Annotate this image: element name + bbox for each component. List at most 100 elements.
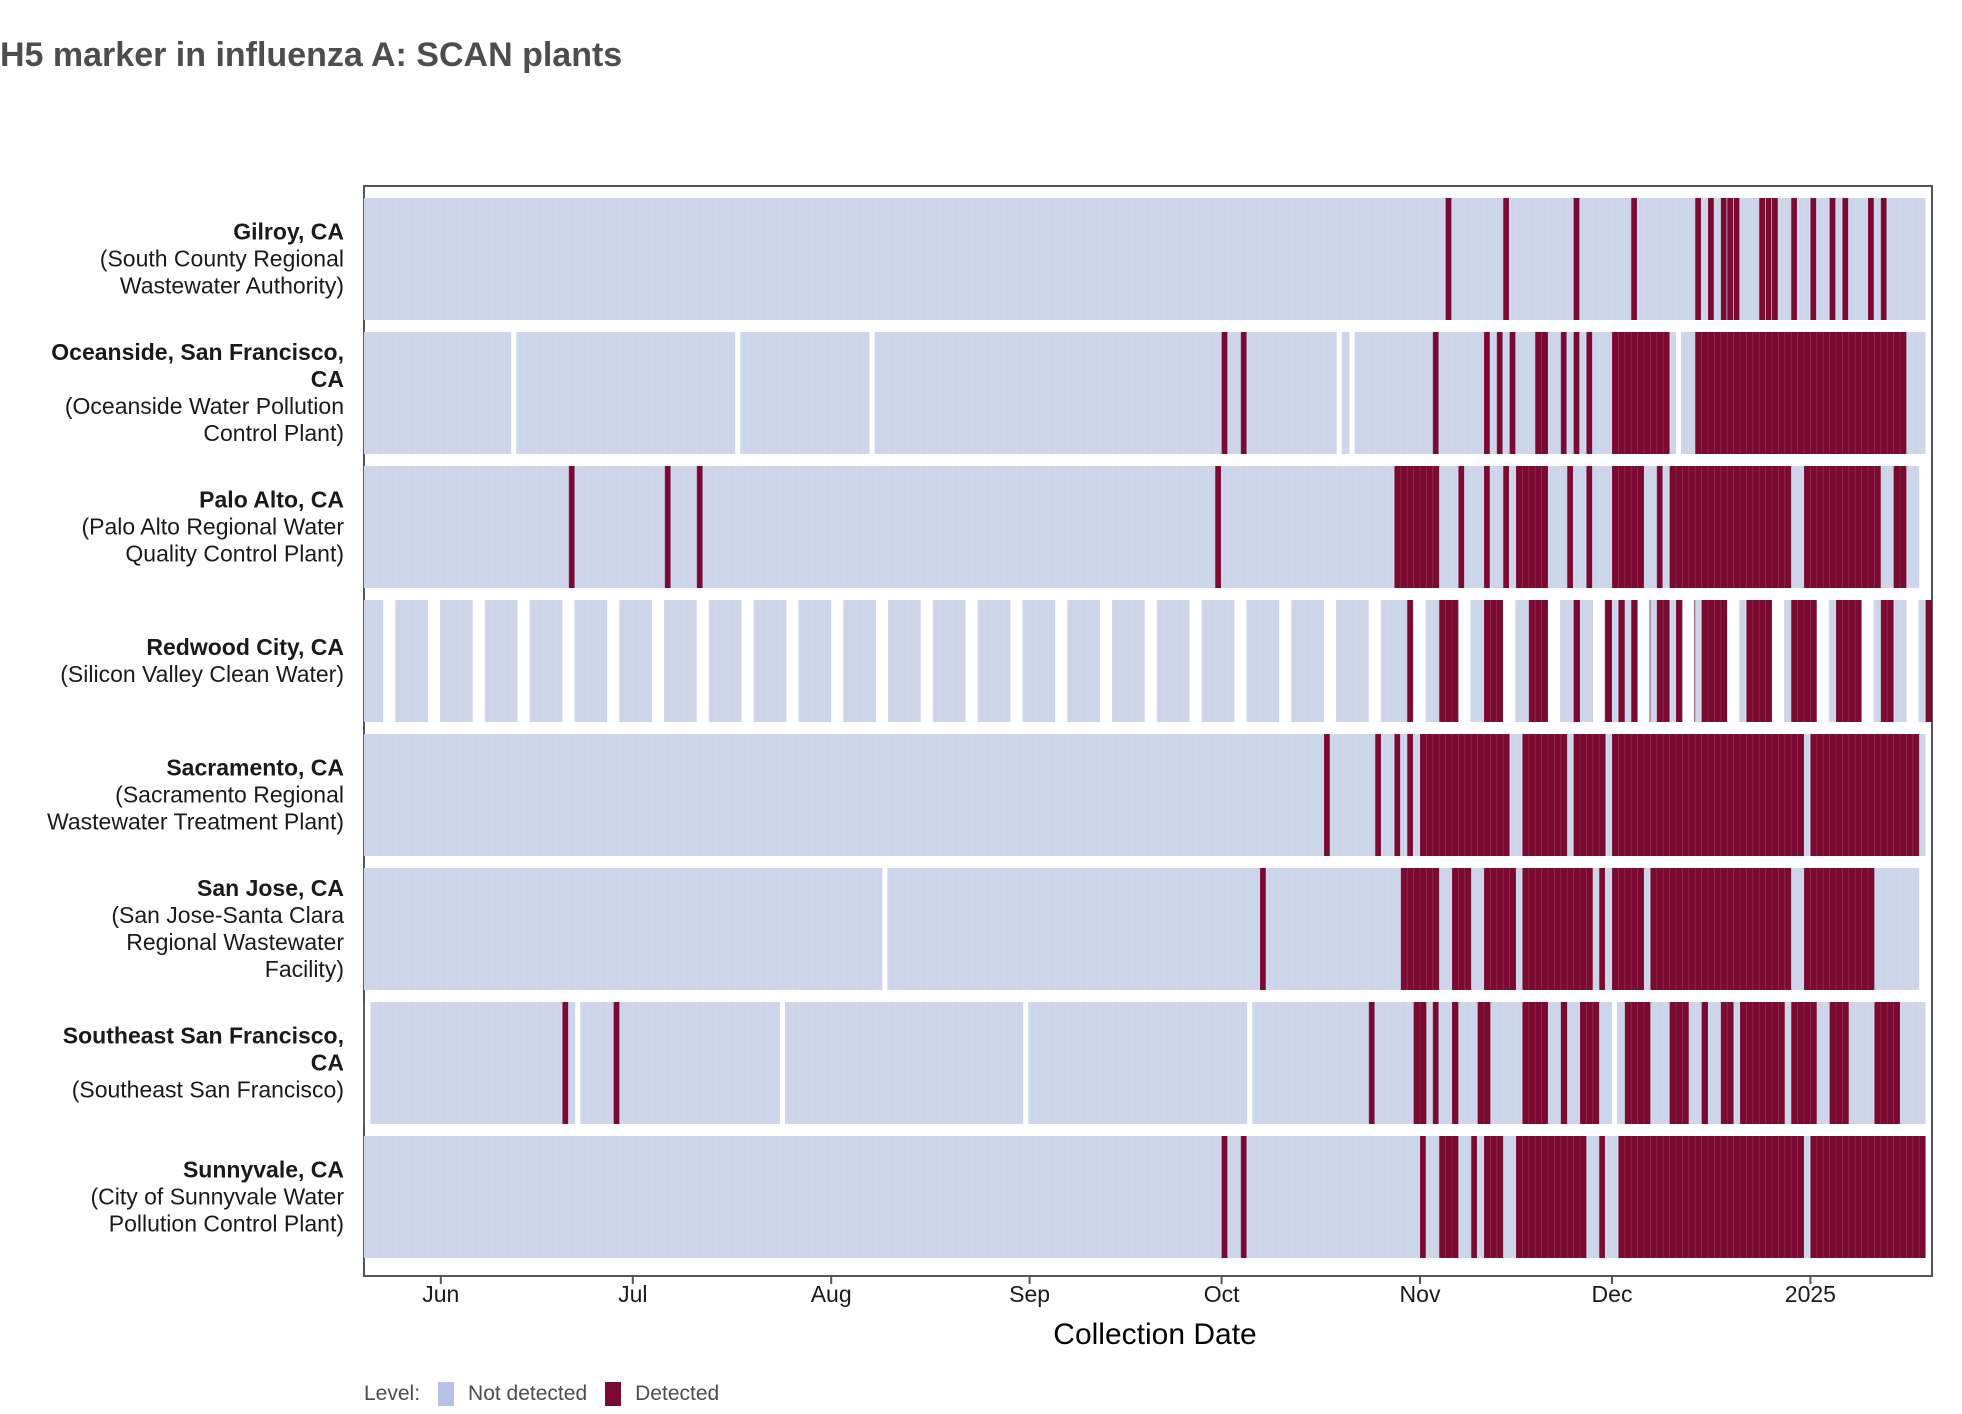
tile-detected <box>1893 466 1907 588</box>
tile-gap <box>1503 600 1516 722</box>
tile-gap <box>1682 600 1695 722</box>
legend: Level: Not detected Detected <box>364 1382 719 1406</box>
tile-detected <box>1618 600 1625 722</box>
tile-detected <box>1599 1136 1605 1258</box>
tile-detected <box>1880 198 1887 320</box>
tile-detected <box>1503 466 1509 588</box>
x-tick-label: 2025 <box>1784 1281 1836 1307</box>
row-label-city: Sunnyvale, CA <box>182 1156 344 1183</box>
tile-gap <box>876 600 888 722</box>
tile-detected <box>1810 734 1920 856</box>
tile-detected <box>1656 600 1670 722</box>
row-label-facility: (Silicon Valley Clean Water) <box>60 661 344 687</box>
tile-gap <box>472 600 485 722</box>
tile-detected <box>1522 734 1568 856</box>
tile-gap <box>1279 600 1292 722</box>
tile-detected <box>1612 734 1804 856</box>
tile-detected <box>1669 1002 1689 1124</box>
tile-detected <box>1573 332 1580 454</box>
tile-gap <box>1247 1002 1253 1124</box>
tile-detected <box>1720 198 1727 320</box>
row-2 <box>363 466 1926 588</box>
tile-detected <box>1215 466 1221 588</box>
tile-gap <box>1676 332 1681 454</box>
tile-detected <box>1669 466 1792 588</box>
tile-detected <box>1701 1002 1708 1124</box>
row-6 <box>363 1002 1926 1124</box>
tile-detected <box>1573 734 1606 856</box>
tile-detected <box>1471 1136 1477 1258</box>
tile-detected <box>1791 1002 1817 1124</box>
row-label-city: Sacramento, CA <box>166 754 344 781</box>
tile-detected <box>1484 332 1490 454</box>
tile-detected <box>1925 600 1932 722</box>
tile-gap <box>920 600 933 722</box>
row-label-city: Southeast San Francisco, CA <box>62 1022 344 1076</box>
tile-detected <box>1759 198 1765 320</box>
tile-detected <box>1503 198 1509 320</box>
tile-detected <box>1522 868 1593 990</box>
tile-detected <box>1477 1002 1491 1124</box>
tile-detected <box>1484 466 1490 588</box>
row-label-city: Oceanside, San Francisco, CA <box>51 339 344 392</box>
x-tick-label: Dec <box>1591 1281 1633 1307</box>
tile-detected <box>1586 466 1593 588</box>
tile-gap <box>1324 600 1336 722</box>
tile-gap <box>1189 600 1202 722</box>
tile-detected <box>1829 198 1836 320</box>
row-label-facility: (City of Sunnyvale Water Pollution Contr… <box>90 1183 344 1237</box>
tile-detected <box>1810 198 1817 320</box>
row-label-3: Redwood City, CA (Silicon Valley Clean Wa… <box>44 634 344 688</box>
tile-detected <box>1567 466 1573 588</box>
tile-detected <box>1586 332 1593 454</box>
tile-detected <box>1240 332 1247 454</box>
row-label-0: Gilroy, CA (South County Regional Wastewa… <box>44 219 344 300</box>
tile-gap <box>1906 600 1919 722</box>
tile-detected <box>1695 198 1701 320</box>
tile-gap <box>696 600 709 722</box>
tile-not-detected <box>364 198 1926 320</box>
x-tick-label: Jul <box>618 1281 648 1307</box>
tile-gap <box>780 1002 785 1124</box>
tile-detected <box>1407 734 1413 856</box>
tile-detected <box>1432 332 1439 454</box>
x-tick-label: Sep <box>1009 1281 1051 1307</box>
tile-gap <box>607 600 620 722</box>
row-7 <box>363 1136 1926 1258</box>
x-tick-label: Jun <box>422 1281 460 1307</box>
tile-detected <box>1400 868 1440 990</box>
row-label-city: Palo Alto, CA <box>199 486 344 513</box>
tile-gap <box>1637 600 1650 722</box>
tile-detected <box>1516 466 1548 588</box>
row-label-5: San Jose, CA (San Jose-Santa Clara Region… <box>44 875 344 983</box>
row-label-facility: (Palo Alto Regional Water Quality Contro… <box>81 513 344 567</box>
legend-swatch-detected <box>605 1382 622 1406</box>
tile-detected <box>1631 198 1637 320</box>
row-3 <box>363 600 1932 722</box>
tile-detected <box>1695 332 1907 454</box>
tiles-group <box>363 198 1932 1258</box>
tile-detected <box>1708 198 1714 320</box>
tile-gap <box>1592 600 1605 722</box>
tile-detected <box>1509 332 1516 454</box>
tile-detected <box>1375 734 1381 856</box>
tile-detected <box>1624 1002 1651 1124</box>
tile-detected <box>1394 466 1440 588</box>
tile-gap <box>1055 600 1068 722</box>
tile-detected <box>1496 332 1503 454</box>
tile-gap <box>741 600 754 722</box>
tile-detected <box>1880 600 1894 722</box>
row-label-facility: (Oceanside Water Pollution Control Plant… <box>64 393 344 446</box>
tile-gap <box>1413 600 1426 722</box>
tile-gap <box>1010 600 1023 722</box>
tile-detected <box>1580 1002 1600 1124</box>
tile-detected <box>1535 332 1548 454</box>
tile-gap <box>1368 600 1381 722</box>
tile-gap <box>383 600 396 722</box>
tile-gap <box>652 600 664 722</box>
tile-detected <box>1221 1136 1228 1258</box>
tile-detected <box>1599 868 1605 990</box>
tile-gap <box>511 332 517 454</box>
tile-detected <box>1432 1002 1439 1124</box>
row-5 <box>363 868 1926 990</box>
